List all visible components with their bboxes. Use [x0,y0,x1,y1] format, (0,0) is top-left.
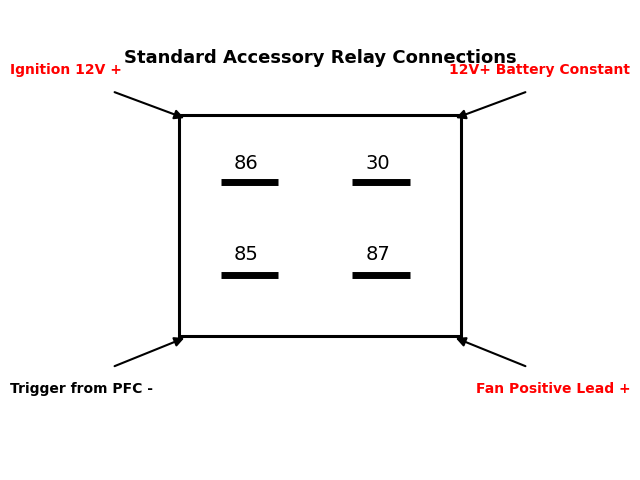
Text: 30: 30 [365,154,390,173]
Text: 87: 87 [365,245,390,264]
Text: 12V+ Battery Constant: 12V+ Battery Constant [449,63,630,77]
Text: Trigger from PFC -: Trigger from PFC - [10,382,152,396]
Text: Ignition 12V +: Ignition 12V + [10,63,122,77]
Bar [179,115,461,336]
Text: Fan Positive Lead +: Fan Positive Lead + [476,382,630,396]
Text: Standard Accessory Relay Connections: Standard Accessory Relay Connections [124,48,516,67]
Text: 85: 85 [234,245,259,264]
Text: 86: 86 [234,154,259,173]
